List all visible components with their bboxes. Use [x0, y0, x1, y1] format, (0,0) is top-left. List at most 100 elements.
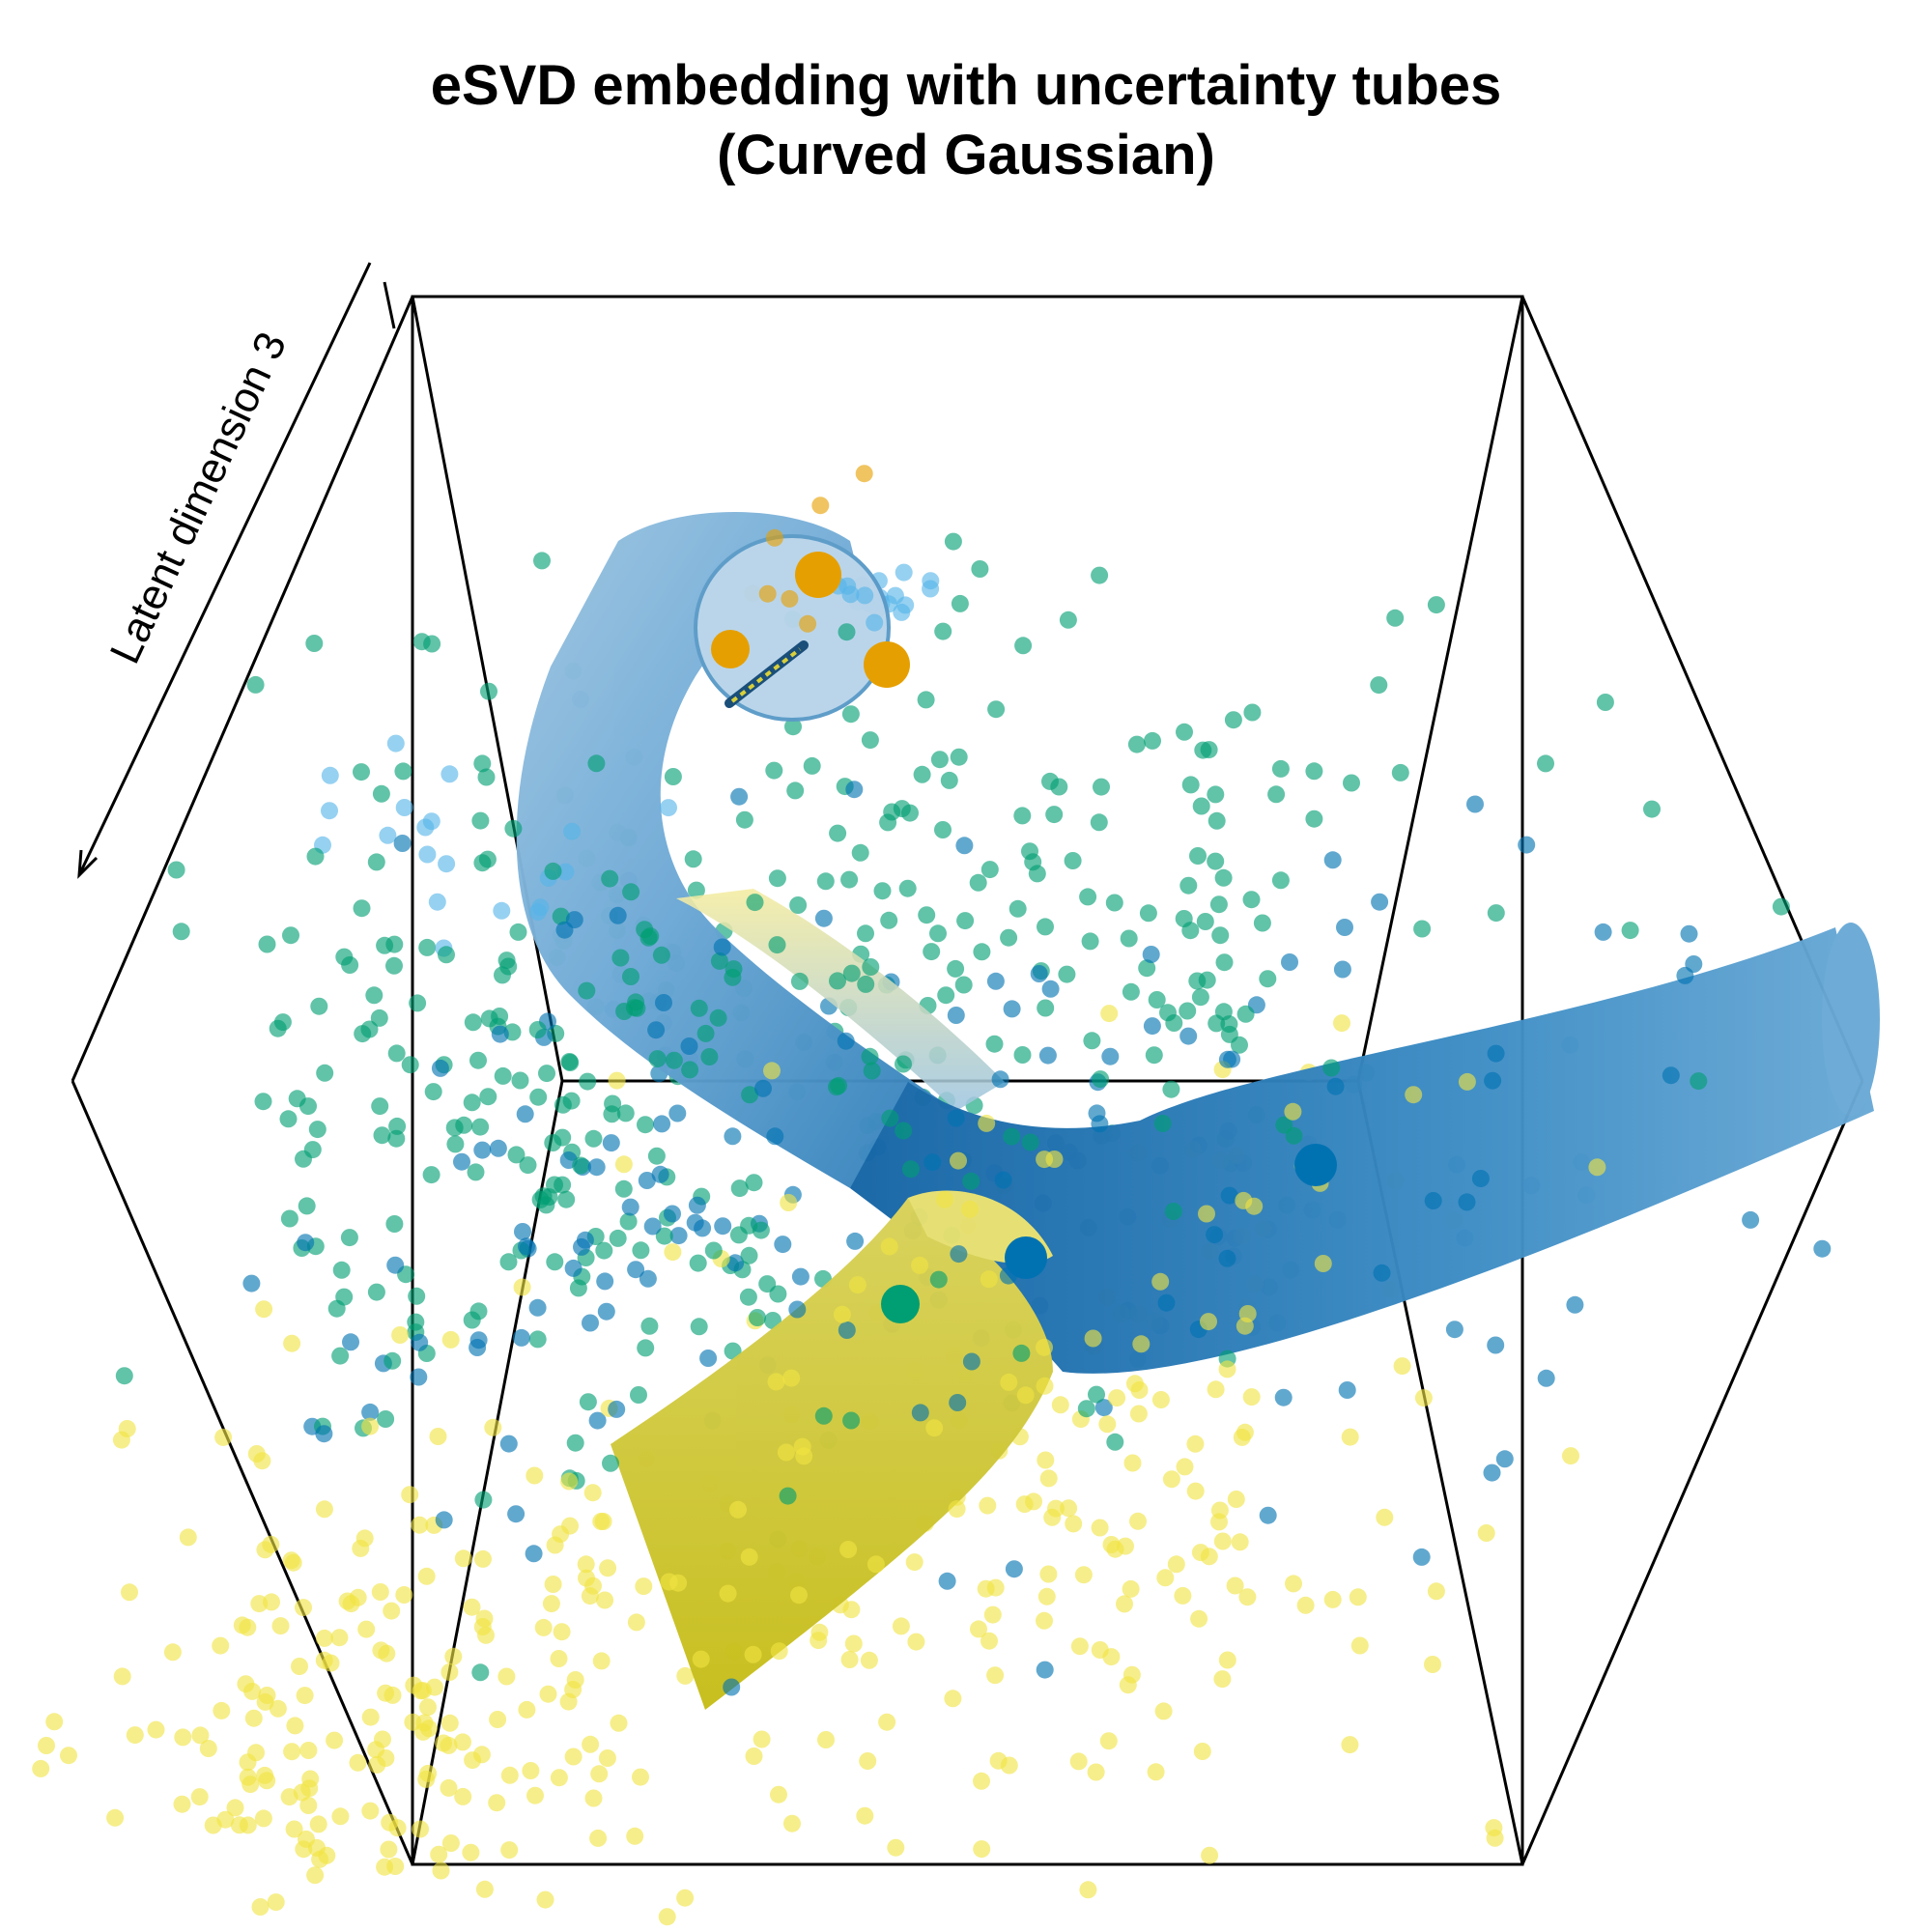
- scatter-point: [528, 1330, 547, 1349]
- scatter-point: [973, 1772, 990, 1790]
- scatter-point: [892, 1617, 910, 1635]
- scatter-point: [262, 1535, 280, 1553]
- scatter-point: [1284, 1102, 1302, 1121]
- scatter-point: [243, 1682, 262, 1700]
- scatter-point: [361, 1708, 380, 1726]
- scatter-point: [1391, 763, 1409, 781]
- scatter-point: [829, 972, 846, 990]
- scatter-point: [335, 1288, 354, 1306]
- scatter-point: [1021, 1133, 1039, 1151]
- scatter-point: [190, 1788, 209, 1806]
- scatter-point: [1343, 774, 1360, 792]
- scatter-point: [528, 1298, 547, 1317]
- scatter-point: [786, 781, 805, 800]
- scatter-point: [471, 1663, 490, 1682]
- scatter-point: [842, 1601, 861, 1619]
- scatter-point: [934, 622, 952, 640]
- scatter-point: [1142, 946, 1160, 963]
- scatter-point: [1370, 676, 1388, 695]
- scatter-point: [842, 1411, 861, 1430]
- scatter-point: [846, 1232, 865, 1250]
- scatter-point: [172, 923, 190, 941]
- scatter-point: [1130, 1381, 1149, 1399]
- scatter-point: [435, 1511, 453, 1529]
- scatter-point: [1117, 1537, 1134, 1555]
- scatter-point: [841, 705, 860, 724]
- scatter-point: [499, 1435, 518, 1453]
- scatter-point: [471, 1118, 490, 1136]
- scatter-point: [529, 1088, 548, 1106]
- scatter-point: [1349, 1588, 1367, 1606]
- scatter-point: [1123, 1454, 1142, 1472]
- scatter-point: [556, 863, 575, 881]
- scatter-point: [1566, 1295, 1584, 1314]
- tube-centerline-highlight: [730, 647, 802, 703]
- scatter-point: [970, 1620, 987, 1638]
- scatter-point: [1036, 1661, 1054, 1679]
- scatter-point: [377, 1684, 395, 1702]
- scatter-point: [417, 1567, 436, 1585]
- scatter-point: [471, 811, 490, 830]
- scatter-point: [704, 1241, 723, 1260]
- z-axis: Latent dimension 3: [77, 262, 396, 879]
- scatter-point: [1305, 810, 1323, 828]
- scatter-point: [1153, 1115, 1172, 1132]
- scatter-point: [1003, 1000, 1021, 1018]
- scatter-point: [463, 1094, 481, 1112]
- scatter-point: [112, 1431, 130, 1449]
- scatter-point: [895, 563, 913, 582]
- scatter-point: [1064, 852, 1082, 869]
- scatter-point: [473, 1141, 492, 1159]
- scatter-point: [643, 1217, 662, 1236]
- scatter-point: [1174, 1586, 1192, 1605]
- scatter-point: [789, 896, 808, 914]
- scatter-point: [1099, 1732, 1118, 1750]
- scatter-point: [1336, 919, 1353, 936]
- scatter-point: [694, 1219, 712, 1237]
- scatter-point: [1041, 772, 1059, 790]
- scatter-point: [1193, 1743, 1211, 1760]
- scatter-points-front: [38, 465, 1760, 1916]
- scatter-point: [518, 1700, 536, 1719]
- scatter-point: [286, 1717, 304, 1735]
- scatter-point: [1176, 723, 1193, 741]
- scatter-point: [637, 1116, 654, 1134]
- scatter-point: [242, 1274, 261, 1293]
- scatter-point: [1122, 1665, 1141, 1684]
- scatter-point: [730, 1179, 749, 1198]
- scatter-point: [512, 1328, 530, 1347]
- scatter-point: [378, 1644, 396, 1662]
- scatter-point: [173, 1795, 191, 1813]
- scatter-point: [214, 1428, 233, 1446]
- scatter-point: [669, 1574, 688, 1592]
- scatter-point: [299, 1097, 317, 1116]
- scatter-point: [811, 497, 830, 515]
- scatter-point: [944, 1690, 962, 1708]
- scatter-point: [614, 1155, 633, 1174]
- scatter-point: [795, 1447, 813, 1465]
- box-edge-right-bottom: [1520, 1080, 1864, 1865]
- scatter-point: [929, 1270, 948, 1289]
- scatter-point: [367, 1741, 385, 1759]
- scatter-point: [516, 1105, 534, 1123]
- scatter-point: [838, 623, 856, 641]
- scatter-point: [1486, 1829, 1504, 1847]
- scatter-point: [469, 1051, 487, 1069]
- z-axis-arrowhead: [77, 849, 99, 879]
- scatter-point: [1179, 1002, 1197, 1020]
- scatter-point: [484, 1418, 502, 1436]
- scatter-point: [500, 1766, 519, 1784]
- scatter-point: [1181, 922, 1200, 940]
- scatter-point: [1092, 1070, 1110, 1089]
- scatter-point: [526, 1466, 544, 1485]
- scatter-point: [552, 907, 570, 925]
- scatter-point: [1036, 1377, 1054, 1395]
- scatter-point: [1074, 1566, 1093, 1584]
- scatter-point: [765, 761, 783, 780]
- tube-lower-yellow: [611, 1198, 1053, 1710]
- scatter-point: [1386, 609, 1405, 627]
- scatter-point: [546, 1253, 564, 1271]
- scatter-point: [1012, 1344, 1031, 1362]
- scatter-point: [754, 1079, 772, 1097]
